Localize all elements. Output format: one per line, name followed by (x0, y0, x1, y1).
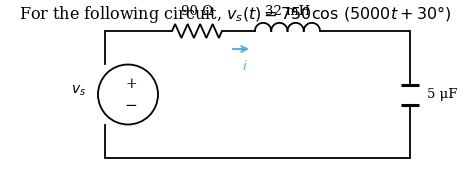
Text: −: − (125, 99, 138, 114)
Text: 5 μF: 5 μF (427, 88, 457, 101)
Text: +: + (125, 77, 137, 92)
Text: $i$: $i$ (242, 59, 248, 73)
Text: For the following circuit, $v_s(t) = 750\cos\,(5000t + 30°)$: For the following circuit, $v_s(t) = 750… (19, 4, 452, 25)
Text: 32 mH: 32 mH (265, 5, 310, 18)
Text: 90 Ω: 90 Ω (181, 5, 213, 18)
Text: $v_s$: $v_s$ (71, 83, 86, 98)
